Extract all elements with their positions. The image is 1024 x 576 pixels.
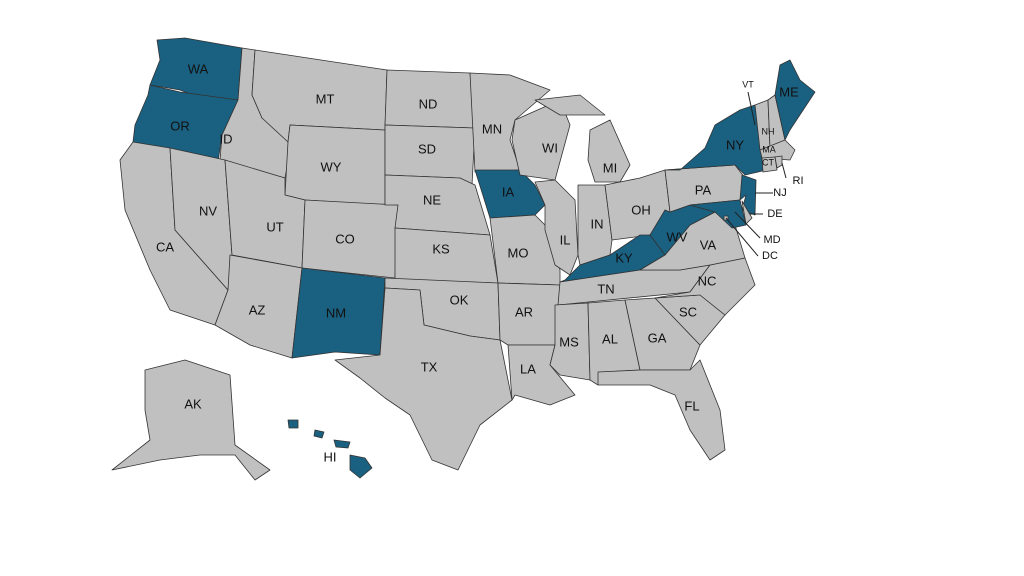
state-label-co: CO xyxy=(335,231,355,246)
state-label-de: DE xyxy=(767,208,782,220)
state-label-in: IN xyxy=(591,216,604,231)
state-shape[interactable] xyxy=(534,94,606,116)
state-label-tx: TX xyxy=(421,359,438,374)
state-nm[interactable] xyxy=(291,267,386,359)
state-label-mt: MT xyxy=(316,91,335,106)
state-label-ky: KY xyxy=(615,250,633,265)
state-shape[interactable] xyxy=(291,267,386,359)
state-label-md: MD xyxy=(763,234,780,246)
state-label-wi: WI xyxy=(542,140,558,155)
state-label-va: VA xyxy=(700,237,717,252)
state-label-ut: UT xyxy=(266,219,283,234)
state-shape[interactable] xyxy=(334,287,513,471)
leader-line xyxy=(725,217,759,257)
state-ma[interactable] xyxy=(759,139,796,161)
state-shape[interactable] xyxy=(774,155,783,169)
state-de[interactable] xyxy=(741,200,753,225)
state-shape[interactable] xyxy=(287,419,299,429)
state-label-vt: VT xyxy=(742,79,754,89)
state-md[interactable] xyxy=(689,199,747,229)
state-label-nv: NV xyxy=(199,203,217,218)
state-mi[interactable] xyxy=(534,94,631,183)
state-label-me: ME xyxy=(779,84,799,99)
state-label-fl: FL xyxy=(684,398,699,413)
state-me[interactable] xyxy=(774,59,816,141)
state-hi[interactable] xyxy=(287,419,373,479)
state-label-ny: NY xyxy=(726,137,744,152)
state-label-mo: MO xyxy=(508,245,529,260)
state-tx[interactable] xyxy=(334,287,513,471)
state-shape[interactable] xyxy=(313,429,325,439)
state-label-ar: AR xyxy=(515,304,533,319)
state-shape[interactable] xyxy=(774,59,816,141)
state-shape[interactable] xyxy=(741,200,753,225)
state-label-sd: SD xyxy=(418,141,436,156)
state-label-pa: PA xyxy=(695,182,712,197)
leader-line xyxy=(781,162,787,179)
state-label-sc: SC xyxy=(679,304,697,319)
state-label-wy: WY xyxy=(321,159,342,174)
state-shape[interactable] xyxy=(111,359,271,481)
state-label-nc: NC xyxy=(698,273,717,288)
state-label-ks: KS xyxy=(432,241,450,256)
leader-line xyxy=(734,211,761,239)
state-ri[interactable] xyxy=(774,155,783,169)
state-label-ma: MA xyxy=(762,144,776,154)
state-ct[interactable] xyxy=(761,156,778,173)
state-label-wv: WV xyxy=(667,229,688,244)
state-label-az: AZ xyxy=(249,302,266,317)
state-label-ia: IA xyxy=(502,184,515,199)
state-label-nj: NJ xyxy=(773,187,786,199)
state-label-ne: NE xyxy=(423,192,441,207)
state-label-wa: WA xyxy=(188,61,209,76)
state-label-ak: AK xyxy=(184,396,202,411)
state-label-or: OR xyxy=(170,118,190,133)
state-label-al: AL xyxy=(602,331,618,346)
state-shape[interactable] xyxy=(349,454,373,479)
state-fl[interactable] xyxy=(597,359,726,461)
state-label-ct: CT xyxy=(762,157,774,167)
state-label-ms: MS xyxy=(559,334,579,349)
state-ga[interactable] xyxy=(624,297,701,371)
state-label-ri: RI xyxy=(793,175,804,187)
state-label-ca: CA xyxy=(156,239,174,254)
state-label-mn: MN xyxy=(482,121,502,136)
state-label-dc: DC xyxy=(762,250,778,262)
state-label-ok: OK xyxy=(450,292,469,307)
state-label-hi: HI xyxy=(324,449,337,464)
state-shape[interactable] xyxy=(689,199,747,229)
state-ak[interactable] xyxy=(111,359,271,481)
state-label-nd: ND xyxy=(419,96,438,111)
state-shape[interactable] xyxy=(597,359,726,461)
state-label-oh: OH xyxy=(631,202,651,217)
state-label-nm: NM xyxy=(326,305,346,320)
state-shape[interactable] xyxy=(761,156,778,173)
state-label-la: LA xyxy=(520,361,536,376)
state-label-tn: TN xyxy=(597,281,614,296)
state-label-nh: NH xyxy=(762,126,775,136)
state-shape[interactable] xyxy=(624,297,701,371)
state-label-il: IL xyxy=(560,232,571,247)
state-label-mi: MI xyxy=(603,160,617,175)
state-label-id: ID xyxy=(220,131,233,146)
leader-line xyxy=(747,91,756,126)
state-shape[interactable] xyxy=(759,139,796,161)
state-label-ga: GA xyxy=(648,330,667,345)
state-shape[interactable] xyxy=(333,439,351,449)
